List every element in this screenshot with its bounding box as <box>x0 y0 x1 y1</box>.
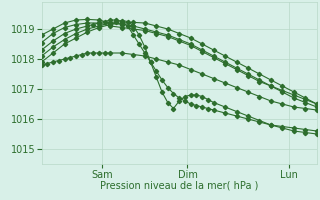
X-axis label: Pression niveau de la mer( hPa ): Pression niveau de la mer( hPa ) <box>100 181 258 191</box>
